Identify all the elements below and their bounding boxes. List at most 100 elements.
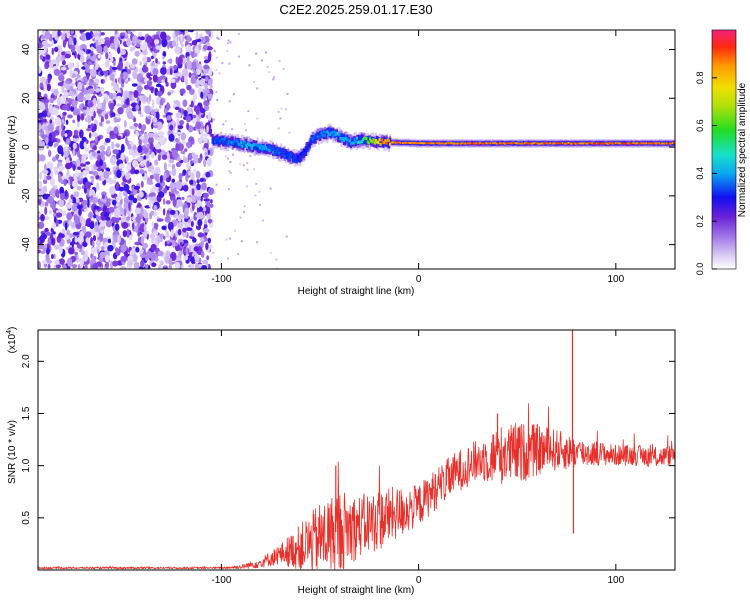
heatmap-noise-cell bbox=[43, 41, 49, 46]
heatmap-noise-cell bbox=[80, 251, 86, 256]
heatmap-noise-cell bbox=[200, 108, 206, 114]
heatmap-noise-cell bbox=[215, 68, 218, 71]
heatmap-ridge-cell bbox=[419, 142, 422, 144]
heatmap-noise-cell bbox=[92, 132, 98, 138]
heatmap-noise-cell bbox=[285, 235, 288, 238]
heatmap-ridge-cell bbox=[216, 136, 219, 140]
heatmap-noise-cell bbox=[176, 157, 181, 162]
heatmap-noise-cell bbox=[164, 172, 167, 181]
heatmap-noise-cell bbox=[132, 160, 139, 168]
heatmap-noise-cell bbox=[55, 264, 61, 269]
heatmap-noise-cell bbox=[178, 172, 183, 181]
heatmap-noise-cell bbox=[74, 236, 78, 243]
heatmap-noise-cell bbox=[127, 77, 131, 82]
heatmap-ridge-cell bbox=[301, 151, 304, 155]
heatmap-noise-cell bbox=[124, 91, 130, 96]
heatmap-noise-cell bbox=[65, 119, 69, 125]
heatmap-noise-cell bbox=[90, 194, 94, 201]
heatmap-noise-cell bbox=[79, 163, 87, 167]
heatmap-noise-cell bbox=[203, 64, 210, 70]
heatmap-ridge-cell bbox=[403, 141, 406, 144]
heatmap-noise-cell bbox=[175, 180, 183, 190]
heatmap-ridge-cell bbox=[251, 145, 254, 151]
heatmap-ridge-cell bbox=[290, 153, 293, 157]
heatmap-noise-cell bbox=[150, 109, 156, 115]
heatmap-ridge-cell bbox=[456, 142, 459, 145]
heatmap-ridge-cell bbox=[250, 143, 253, 149]
heatmap-noise-cell bbox=[203, 136, 208, 144]
heatmap-noise-cell bbox=[126, 260, 134, 266]
heatmap-noise-cell bbox=[111, 199, 117, 206]
heatmap-noise-cell bbox=[197, 211, 204, 220]
heatmap-ridge-cell bbox=[309, 138, 312, 142]
heatmap-noise-cell bbox=[181, 196, 185, 201]
heatmap-noise-cell bbox=[206, 200, 211, 207]
heatmap-ridge-cell bbox=[348, 141, 351, 147]
heatmap-noise-cell bbox=[151, 262, 157, 268]
heatmap-noise-cell bbox=[110, 42, 116, 50]
heatmap-ridge-cell bbox=[568, 142, 572, 145]
heatmap-noise-cell bbox=[42, 185, 48, 193]
heatmap-noise-cell bbox=[90, 247, 98, 255]
heatmap-noise-cell bbox=[167, 221, 174, 231]
heatmap-noise-cell bbox=[258, 190, 261, 193]
heatmap-noise-cell bbox=[120, 152, 125, 161]
heatmap-ridge-cell bbox=[486, 142, 489, 145]
heatmap-noise-cell bbox=[139, 61, 142, 66]
spectrogram-y-label: Frequency (Hz) bbox=[7, 116, 18, 185]
heatmap-ridge-cell bbox=[242, 142, 245, 148]
heatmap-noise-cell bbox=[61, 123, 64, 130]
heatmap-ridge-cell bbox=[266, 144, 269, 149]
heatmap-noise-cell bbox=[192, 237, 197, 243]
heatmap-ridge-cell bbox=[254, 143, 257, 147]
heatmap-ridge-cell bbox=[399, 142, 402, 144]
heatmap-noise-cell bbox=[86, 128, 92, 132]
heatmap-ridge-cell bbox=[386, 140, 389, 148]
heatmap-noise-cell bbox=[183, 254, 189, 261]
heatmap-noise-cell bbox=[56, 138, 61, 143]
heatmap-ridge-cell bbox=[521, 142, 524, 145]
heatmap-noise-cell bbox=[81, 84, 85, 92]
snr-y-tick-label: 1.0 bbox=[21, 458, 32, 472]
heatmap-ridge-cell bbox=[662, 142, 665, 145]
heatmap-noise-cell bbox=[177, 56, 183, 65]
heatmap-noise-cell bbox=[145, 57, 152, 63]
heatmap-noise-cell bbox=[286, 92, 289, 95]
heatmap-noise-cell bbox=[81, 199, 88, 206]
heatmap-noise-cell bbox=[76, 93, 83, 103]
heatmap-noise-cell bbox=[170, 196, 176, 200]
heatmap-ridge-cell bbox=[345, 136, 348, 140]
heatmap-noise-cell bbox=[47, 139, 54, 147]
heatmap-ridge-cell bbox=[492, 142, 495, 145]
heatmap-noise-cell bbox=[71, 264, 78, 269]
heatmap-ridge-cell bbox=[218, 140, 221, 146]
heatmap-ridge-cell bbox=[639, 142, 643, 144]
heatmap-ridge-cell bbox=[596, 142, 599, 145]
heatmap-ridge-cell bbox=[251, 144, 254, 147]
heatmap-noise-cell bbox=[157, 154, 161, 161]
heatmap-noise-cell bbox=[181, 43, 184, 48]
heatmap-noise-cell bbox=[203, 148, 207, 152]
heatmap-ridge-cell bbox=[505, 142, 508, 145]
heatmap-noise-cell bbox=[240, 240, 243, 243]
heatmap-noise-cell bbox=[61, 149, 64, 157]
heatmap-ridge-cell bbox=[390, 141, 393, 144]
heatmap-noise-cell bbox=[60, 66, 67, 71]
heatmap-noise-cell bbox=[109, 65, 113, 74]
heatmap-ridge-cell bbox=[615, 142, 618, 144]
heatmap-ridge-cell bbox=[629, 142, 632, 145]
heatmap-ridge-cell bbox=[293, 156, 296, 161]
heatmap-noise-cell bbox=[94, 78, 100, 84]
heatmap-ridge-cell bbox=[581, 142, 585, 145]
heatmap-noise-cell bbox=[80, 258, 85, 267]
heatmap-noise-cell bbox=[45, 175, 52, 180]
heatmap-ridge-cell bbox=[660, 142, 663, 145]
heatmap-ridge-cell bbox=[561, 142, 564, 145]
heatmap-noise-cell bbox=[135, 39, 142, 44]
heatmap-noise-cell bbox=[229, 41, 232, 44]
heatmap-noise-cell bbox=[114, 30, 118, 35]
heatmap-noise-cell bbox=[148, 264, 151, 269]
heatmap-ridge-cell bbox=[654, 142, 657, 145]
heatmap-noise-cell bbox=[41, 35, 46, 39]
heatmap-noise-cell bbox=[182, 99, 188, 108]
